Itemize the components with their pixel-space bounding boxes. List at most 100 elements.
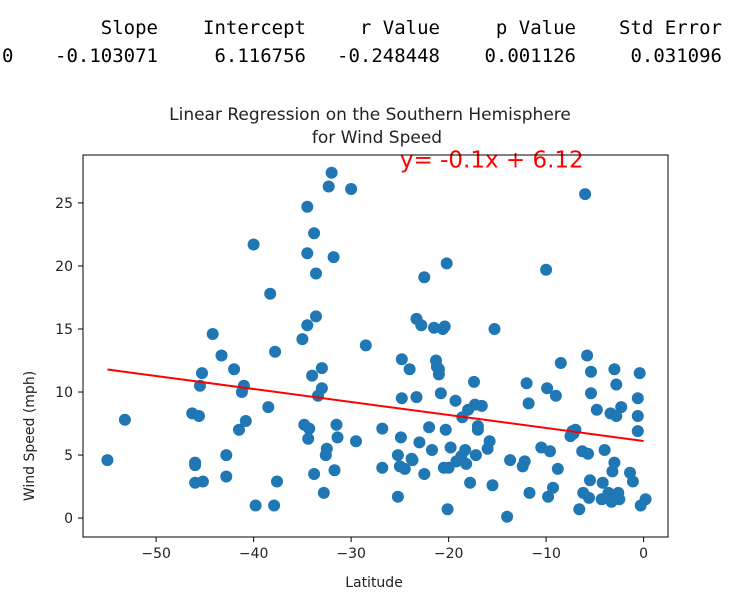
x-axis-label: Latitude [345, 575, 403, 591]
data-point [413, 436, 426, 449]
data-point [569, 423, 582, 436]
data-point [541, 382, 554, 395]
data-point [486, 479, 499, 492]
data-point [306, 369, 319, 382]
data-point [189, 459, 202, 472]
data-point [220, 470, 233, 483]
data-point [573, 503, 586, 516]
data-point [631, 392, 644, 405]
data-point [434, 387, 447, 400]
data-point [395, 353, 408, 366]
data-point [315, 362, 328, 375]
data-point [439, 423, 452, 436]
data-point [610, 378, 623, 391]
x-tick-label: −30 [336, 546, 366, 562]
data-point [206, 328, 219, 340]
data-point [639, 493, 652, 506]
data-point [626, 475, 639, 488]
data-point [237, 379, 250, 392]
data-point [322, 180, 335, 193]
chart-title-line-2: for Wind Speed [312, 128, 442, 148]
data-point [308, 227, 321, 240]
data-point [544, 445, 556, 458]
data-point [215, 349, 228, 362]
y-tick-label: 10 [55, 385, 73, 401]
stats-row-index: 0 [2, 45, 13, 67]
data-point [268, 499, 281, 512]
plot-area: y= -0.1x + 6.12 −50 −40 −30 −20 −10 0 0 5 10 15 20 2… [55, 148, 669, 562]
data-point [483, 435, 496, 448]
data-point [410, 391, 423, 404]
data-point [118, 413, 131, 426]
stats-header-intercept: Intercept [203, 17, 306, 39]
data-point [468, 375, 480, 388]
plot-frame [82, 154, 669, 538]
data-point [488, 323, 501, 335]
data-point [598, 444, 611, 456]
data-point [518, 455, 531, 468]
data-point [613, 493, 626, 506]
data-point [320, 442, 333, 455]
data-point [581, 349, 594, 362]
y-tick-label: 20 [55, 259, 73, 275]
data-point [415, 319, 428, 332]
data-point [376, 422, 389, 435]
data-point [460, 457, 473, 470]
data-point [196, 367, 208, 380]
data-point [239, 415, 252, 427]
stats-cell-p-value: 0.001126 [484, 45, 576, 67]
data-point [631, 410, 644, 422]
data-point [584, 474, 596, 487]
data-point [403, 363, 416, 376]
data-point [418, 468, 431, 480]
data-point [325, 166, 338, 179]
data-point [350, 435, 362, 448]
data-point [345, 183, 358, 195]
data-point [394, 431, 407, 444]
data-point [464, 476, 477, 489]
data-point [440, 257, 453, 270]
data-point [391, 449, 404, 462]
data-point [196, 475, 209, 488]
data-point [331, 431, 344, 444]
y-tick-label: 15 [55, 322, 73, 338]
data-point [317, 486, 330, 499]
data-point [428, 321, 440, 334]
data-point [610, 410, 623, 422]
data-point [301, 200, 314, 213]
data-point [542, 490, 555, 503]
data-point [551, 462, 564, 475]
data-point [438, 320, 451, 333]
data-point [441, 503, 454, 516]
data-point [554, 357, 567, 369]
data-point [233, 423, 245, 436]
data-point [406, 454, 419, 467]
data-point [296, 333, 309, 346]
stats-cell-std-error: 0.031096 [630, 45, 722, 67]
data-point [540, 263, 553, 276]
data-point [615, 401, 628, 414]
data-point [328, 464, 341, 477]
y-tick-label: 5 [64, 448, 73, 464]
data-point [579, 188, 592, 201]
data-point [262, 401, 275, 414]
data-point [391, 490, 404, 503]
x-tick-label: −40 [239, 546, 269, 562]
data-point [549, 389, 562, 402]
y-tick-label: 0 [64, 511, 73, 527]
data-point [475, 399, 488, 412]
data-point [308, 468, 321, 480]
data-point [471, 420, 484, 433]
data-point [585, 387, 597, 400]
data-point [247, 238, 260, 251]
stats-header-r-value: r Value [360, 17, 440, 39]
data-point [523, 486, 536, 499]
regression-line [107, 368, 644, 442]
data-point [596, 476, 609, 489]
data-point [547, 481, 559, 494]
data-point [220, 449, 233, 462]
data-point [271, 475, 283, 488]
scatter-chart: Linear Regression on the Southern Hemisp… [22, 105, 669, 591]
data-point [310, 267, 322, 280]
data-point [504, 454, 517, 467]
